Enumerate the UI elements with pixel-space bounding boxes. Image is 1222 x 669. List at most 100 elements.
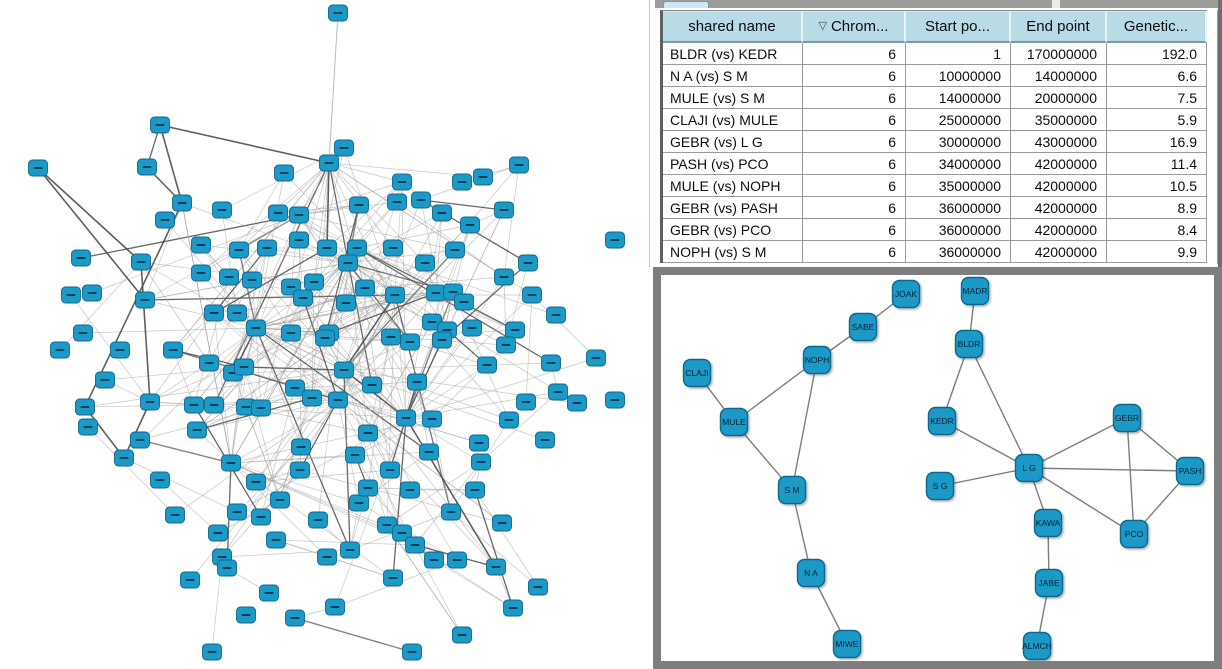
network-node[interactable] xyxy=(28,159,48,177)
network-node[interactable] xyxy=(304,273,324,291)
network-node[interactable] xyxy=(328,4,348,22)
network-node-jabe[interactable]: JABE xyxy=(1034,568,1064,598)
network-node[interactable] xyxy=(415,254,435,272)
network-node[interactable] xyxy=(184,396,204,414)
network-node[interactable] xyxy=(387,193,407,211)
network-node[interactable] xyxy=(411,191,431,209)
network-node-noph[interactable]: NOPH xyxy=(802,345,832,375)
network-node[interactable] xyxy=(191,236,211,254)
network-node[interactable] xyxy=(221,454,241,472)
network-node[interactable] xyxy=(110,341,130,359)
network-node-miwe[interactable]: MIWE xyxy=(832,629,862,659)
network-node[interactable] xyxy=(445,241,465,259)
network-node[interactable] xyxy=(460,216,480,234)
network-node[interactable] xyxy=(319,154,339,172)
network-node[interactable] xyxy=(289,206,309,224)
network-node[interactable] xyxy=(385,286,405,304)
network-node[interactable] xyxy=(541,354,561,372)
network-node[interactable] xyxy=(494,201,514,219)
network-node[interactable] xyxy=(358,424,378,442)
network-node[interactable] xyxy=(302,389,322,407)
network-node[interactable] xyxy=(496,336,516,354)
network-node[interactable] xyxy=(75,398,95,416)
network-node[interactable] xyxy=(163,341,183,359)
network-node[interactable] xyxy=(424,551,444,569)
network-node-s-m[interactable]: S M xyxy=(777,475,807,505)
network-node[interactable] xyxy=(546,306,566,324)
network-node-kawa[interactable]: KAWA xyxy=(1033,508,1063,538)
network-edge-KEDR-LG[interactable] xyxy=(941,420,1030,469)
network-node[interactable] xyxy=(469,434,489,452)
network-node-sabe[interactable]: SABE xyxy=(848,312,878,342)
network-node[interactable] xyxy=(454,293,474,311)
network-node[interactable] xyxy=(227,503,247,521)
column-header-end-point[interactable]: End point xyxy=(1011,11,1107,43)
network-node[interactable] xyxy=(347,239,367,257)
network-node[interactable] xyxy=(402,643,422,661)
network-node[interactable] xyxy=(452,173,472,191)
network-node[interactable] xyxy=(236,398,256,416)
network-node[interactable] xyxy=(396,409,416,427)
network-node[interactable] xyxy=(291,438,311,456)
network-node[interactable] xyxy=(257,239,277,257)
network-node-almch[interactable]: ALMCH xyxy=(1022,631,1052,661)
network-node[interactable] xyxy=(349,196,369,214)
network-node[interactable] xyxy=(150,116,170,134)
network-node[interactable] xyxy=(131,253,151,271)
network-node-bldr[interactable]: BLDR xyxy=(954,329,984,359)
network-node[interactable] xyxy=(509,156,529,174)
network-node[interactable] xyxy=(528,578,548,596)
network-node[interactable] xyxy=(236,606,256,624)
network-node[interactable] xyxy=(400,333,420,351)
network-node[interactable] xyxy=(227,304,247,322)
network-node-joak[interactable]: JOAK xyxy=(891,279,921,309)
network-node[interactable] xyxy=(290,461,310,479)
network-node[interactable] xyxy=(383,239,403,257)
network-node[interactable] xyxy=(293,289,313,307)
network-node-kedr[interactable]: KEDR xyxy=(927,406,957,436)
network-node[interactable] xyxy=(381,328,401,346)
panel-tab-fragment[interactable] xyxy=(663,1,709,8)
network-node[interactable] xyxy=(392,173,412,191)
table-row[interactable]: PASH (vs) PCO 6 34000000 42000000 11.4 xyxy=(663,153,1207,175)
network-edge-GEBR-PCO[interactable] xyxy=(1126,417,1135,535)
network-node[interactable] xyxy=(246,473,266,491)
network-node[interactable] xyxy=(340,541,360,559)
network-node[interactable] xyxy=(204,396,224,414)
network-node[interactable] xyxy=(251,399,271,417)
network-node[interactable] xyxy=(419,443,439,461)
network-node[interactable] xyxy=(345,446,365,464)
table-row[interactable]: GEBR (vs) PASH 6 36000000 42000000 8.9 xyxy=(663,197,1207,219)
network-edge-SG-LG[interactable] xyxy=(939,467,1030,487)
sub-network-canvas[interactable]: JOAK MADR SABE BLDR NOPH CLAJI GEBR KEDR MULE L G… xyxy=(661,275,1214,661)
table-row[interactable]: CLAJI (vs) MULE 6 25000000 35000000 5.9 xyxy=(663,109,1207,131)
network-node[interactable] xyxy=(516,393,536,411)
network-node[interactable] xyxy=(383,569,403,587)
network-node[interactable] xyxy=(349,494,369,512)
network-node[interactable] xyxy=(180,571,200,589)
network-node-s-g[interactable]: S G xyxy=(925,471,955,501)
network-node-claji[interactable]: CLAJI xyxy=(682,358,712,388)
network-node[interactable] xyxy=(492,514,512,532)
network-node[interactable] xyxy=(266,531,286,549)
network-node[interactable] xyxy=(140,393,160,411)
network-node[interactable] xyxy=(268,204,288,222)
network-node[interactable] xyxy=(407,373,427,391)
network-node[interactable] xyxy=(71,249,91,267)
network-node[interactable] xyxy=(503,599,523,617)
network-node[interactable] xyxy=(61,286,81,304)
network-node-madr[interactable]: MADR xyxy=(960,276,990,306)
network-node[interactable] xyxy=(432,331,452,349)
network-node[interactable] xyxy=(328,391,348,409)
table-row[interactable]: GEBR (vs) PCO 6 36000000 42000000 8.4 xyxy=(663,219,1207,241)
table-row[interactable]: BLDR (vs) KEDR 6 1 170000000 192.0 xyxy=(663,43,1207,65)
network-node[interactable] xyxy=(130,431,150,449)
network-node[interactable] xyxy=(605,231,625,249)
network-node[interactable] xyxy=(334,361,354,379)
network-node[interactable] xyxy=(172,194,192,212)
network-node[interactable] xyxy=(259,584,279,602)
network-node[interactable] xyxy=(150,471,170,489)
network-node[interactable] xyxy=(355,279,375,297)
network-node[interactable] xyxy=(518,254,538,272)
network-node-mule[interactable]: MULE xyxy=(719,407,749,437)
